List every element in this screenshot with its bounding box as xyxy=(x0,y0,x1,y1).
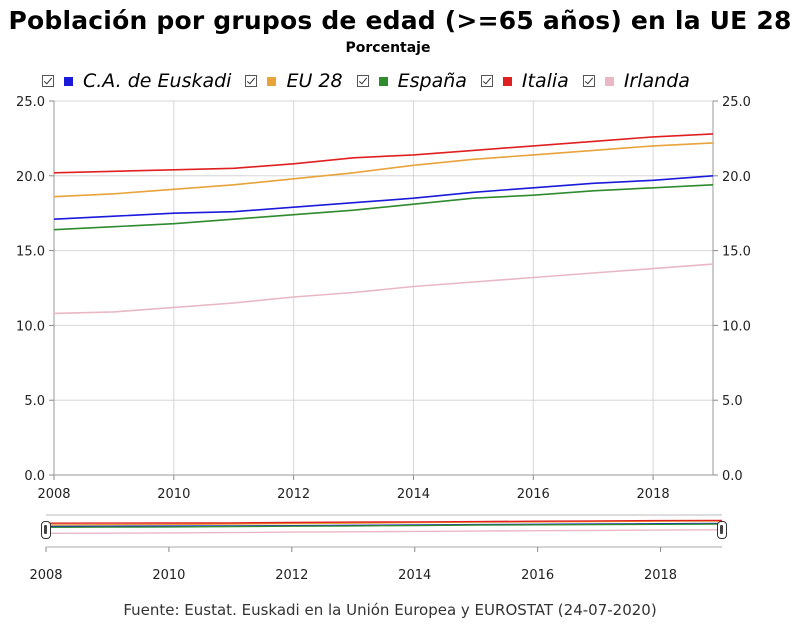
y-tick-label-left: 20.0 xyxy=(16,170,45,185)
legend-label: España xyxy=(397,70,467,92)
legend-checkbox[interactable] xyxy=(356,75,369,87)
legend-checkbox[interactable] xyxy=(480,75,493,87)
y-tick-label-left: 15.0 xyxy=(16,245,45,260)
navigator-tick-label: 2010 xyxy=(152,568,185,583)
chart-subtitle: Porcentaje xyxy=(345,40,431,56)
legend-swatch xyxy=(267,76,277,86)
range-handle-left[interactable] xyxy=(41,521,51,539)
series-line xyxy=(53,263,714,315)
legend-label: Italia xyxy=(521,70,569,92)
navigator-series-line xyxy=(45,519,723,524)
navigator-tick-label: 2016 xyxy=(521,568,554,583)
y-tick-label-left: 25.0 xyxy=(16,95,45,110)
navigator-tick-label: 2014 xyxy=(398,568,431,583)
legend-checkbox[interactable] xyxy=(582,75,595,87)
navigator-tick-label: 2008 xyxy=(29,568,62,583)
legend-swatch xyxy=(378,76,388,86)
source-note: Fuente: Eustat. Euskadi en la Unión Euro… xyxy=(123,601,657,619)
y-tick-label-right: 10.0 xyxy=(722,319,751,334)
legend-label: C.A. de Euskadi xyxy=(83,70,232,92)
legend-item[interactable]: Italia xyxy=(480,70,569,92)
navigator-series-line xyxy=(45,523,723,528)
y-tick-label-left: 0.0 xyxy=(24,469,45,484)
y-tick-label-left: 10.0 xyxy=(16,319,45,334)
y-tick-label-right: 25.0 xyxy=(722,95,751,110)
chart: 0.0 0.0 5.0 5.0 10.0 10.0 15.0 15.0 20.0 20.0 25.0… xyxy=(16,95,751,583)
legend-label: EU 28 xyxy=(286,70,343,92)
y-tick-label-left: 5.0 xyxy=(24,394,45,409)
x-tick-label: 2010 xyxy=(157,487,190,502)
legend-label: Irlanda xyxy=(623,70,690,92)
x-tick-label: 2012 xyxy=(277,487,310,502)
y-tick-label-right: 5.0 xyxy=(722,394,743,409)
legend-item[interactable]: EU 28 xyxy=(245,70,343,92)
range-handle-right[interactable] xyxy=(717,521,727,539)
series-line xyxy=(53,184,714,231)
legend-checkbox[interactable] xyxy=(42,75,54,87)
legend-item[interactable]: Irlanda xyxy=(582,70,690,92)
series-line xyxy=(53,133,714,174)
legend-checkbox[interactable] xyxy=(245,75,258,87)
legend-swatch xyxy=(64,76,73,86)
chart-title: Población por grupos de edad (>=65 años)… xyxy=(8,6,792,35)
y-tick-label-right: 20.0 xyxy=(722,170,751,185)
x-tick-label: 2018 xyxy=(637,487,670,502)
series-line xyxy=(53,142,714,198)
x-tick-label: 2014 xyxy=(397,487,430,502)
legend-item[interactable]: España xyxy=(356,70,467,92)
legend-swatch xyxy=(502,76,512,86)
y-tick-label-right: 15.0 xyxy=(722,245,751,260)
legend-swatch xyxy=(604,76,614,86)
x-tick-label: 2008 xyxy=(37,487,70,502)
navigator-series-line xyxy=(45,529,723,534)
x-tick-label: 2016 xyxy=(517,487,550,502)
y-tick-label-right: 0.0 xyxy=(722,469,743,484)
series-line xyxy=(53,175,714,220)
legend: C.A. de Euskadi EU 28 España Italia Irlanda xyxy=(42,68,704,94)
navigator-tick-label: 2012 xyxy=(275,568,308,583)
legend-item[interactable]: C.A. de Euskadi xyxy=(42,70,231,92)
navigator-tick-label: 2018 xyxy=(644,568,677,583)
